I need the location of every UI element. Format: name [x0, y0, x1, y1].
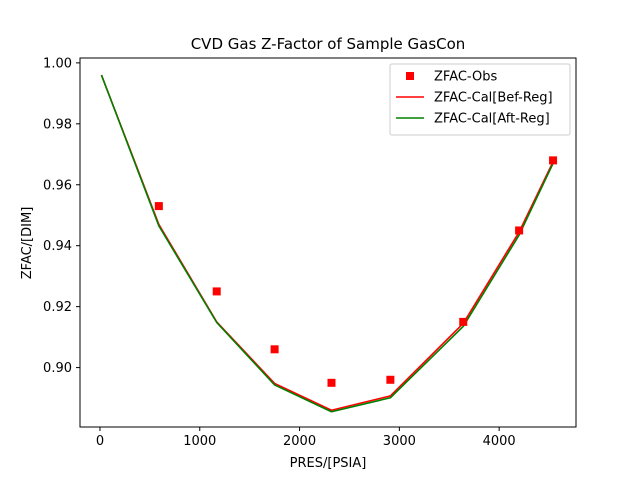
data-point-square — [386, 375, 395, 384]
legend: ZFAC-Obs ZFAC-Cal[Bef-Reg] ZFAC-Cal[Aft-Re… — [389, 63, 571, 136]
legend-marker-square — [406, 72, 414, 80]
y-tick-label: 0.98 — [43, 117, 72, 132]
x-tick-label: 0 — [96, 434, 104, 449]
y-tick-label: 0.96 — [43, 178, 72, 193]
data-point-square — [459, 317, 468, 326]
y-tick-label: 0.94 — [43, 239, 72, 254]
legend-label: ZFAC-Obs — [434, 70, 497, 85]
plot-frame — [79, 57, 577, 428]
data-point-square — [549, 156, 558, 165]
data-point-square — [154, 202, 163, 211]
data-point-square — [270, 345, 279, 354]
y-tick-label: 0.90 — [43, 361, 72, 376]
x-tick-label: 4000 — [483, 434, 516, 449]
legend-box — [389, 63, 571, 136]
plot-area: 0 1000 2000 3000 4000 0.90 0.92 0.94 0.96 0.98 1.0… — [43, 56, 577, 449]
series-line-2 — [100, 74, 554, 413]
y-axis-title: ZFAC/[DIM] — [20, 207, 35, 280]
y-tick-label: 0.92 — [43, 300, 72, 315]
x-tick-label: 3000 — [383, 434, 416, 449]
data-point-square — [515, 226, 524, 235]
x-axis-title: PRES/[PSIA] — [290, 456, 367, 471]
x-tick-label: 1000 — [183, 434, 216, 449]
x-tick-label: 2000 — [283, 434, 316, 449]
legend-label: ZFAC-Cal[Aft-Reg] — [434, 112, 550, 127]
chart-title: CVD Gas Z-Factor of Sample GasCon — [191, 35, 466, 53]
data-point-square — [327, 378, 336, 387]
legend-label: ZFAC-Cal[Bef-Reg] — [434, 91, 553, 106]
y-tick-label: 1.00 — [43, 56, 72, 71]
data-point-square — [212, 287, 221, 296]
